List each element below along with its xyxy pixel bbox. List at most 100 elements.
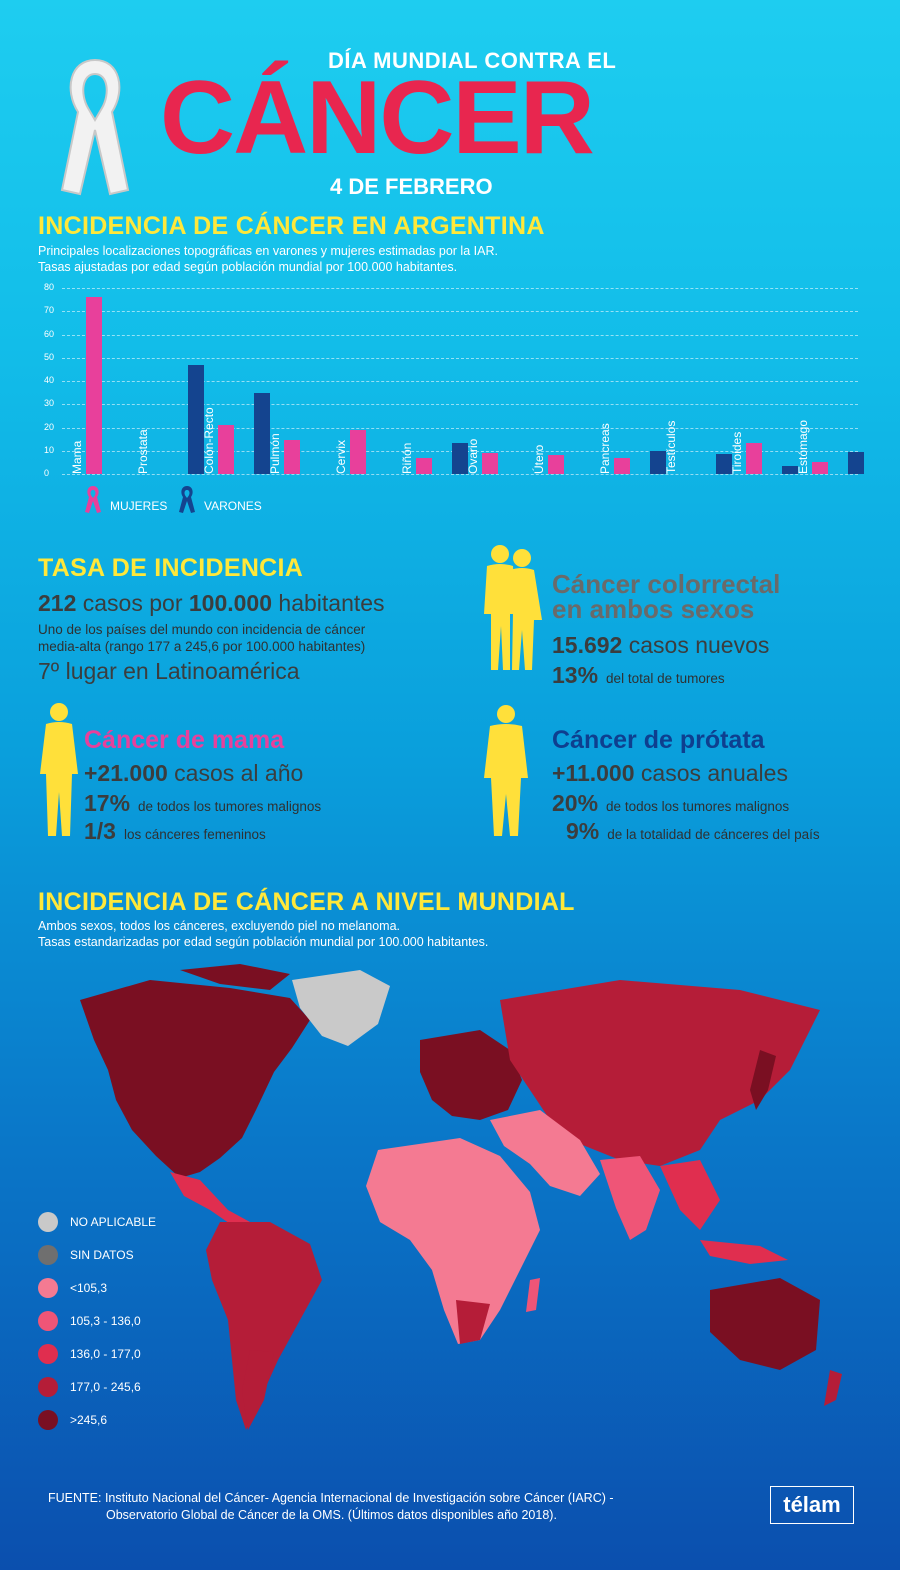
- prostata-num-text: casos anuales: [640, 760, 788, 786]
- colorrectal-num-text: casos nuevos: [628, 632, 770, 658]
- map-legend-item: 105,3 - 136,0: [38, 1311, 156, 1331]
- category-label: Colón-Recto: [202, 407, 216, 474]
- man-silhouette-icon: [484, 705, 528, 836]
- map-europe: [420, 1030, 522, 1120]
- bar-men: [254, 392, 270, 474]
- awareness-ribbon-icon: [60, 58, 130, 196]
- pink-ribbon-icon: [85, 486, 101, 513]
- bar-women: [746, 442, 762, 474]
- map-legend-item: NO APLICABLE: [38, 1212, 156, 1232]
- map-legend-label: 136,0 - 177,0: [70, 1347, 141, 1361]
- bar-women: [548, 455, 564, 474]
- map-central-america: [170, 1172, 250, 1228]
- chart-gridline: [62, 311, 858, 313]
- y-tick-label: 20: [44, 421, 55, 432]
- legend-women: MUJERES: [84, 484, 167, 514]
- mama-title: Cáncer de mama: [84, 726, 285, 754]
- bar-men: [782, 465, 798, 474]
- bar-women: [482, 453, 498, 474]
- tasa-cases-num: 212: [38, 590, 77, 616]
- bar-women: [614, 457, 630, 474]
- mundial-subtitle-2: Tasas estandarizadas por edad según pobl…: [38, 935, 489, 949]
- tasa-title: TASA DE INCIDENCIA: [38, 554, 304, 582]
- tasa-rank: 7º lugar en Latinoamérica: [38, 658, 300, 684]
- prostata-cases: +11.000 casos anuales: [552, 760, 788, 787]
- colorrectal-pct-text: del total de tumores: [606, 671, 725, 686]
- y-tick-label: 10: [44, 444, 55, 455]
- map-south-africa: [456, 1300, 490, 1344]
- map-legend-label: 177,0 - 245,6: [70, 1380, 141, 1394]
- map-legend-label: SIN DATOS: [70, 1248, 134, 1262]
- chart-gridline: [62, 474, 858, 475]
- bar-women: [86, 297, 102, 474]
- mundial-subtitle-1: Ambos sexos, todos los cánceres, excluye…: [38, 919, 400, 933]
- map-legend: NO APLICABLE SIN DATOS <105,3 105,3 - 136,0…: [38, 1212, 156, 1430]
- map-legend-item: 136,0 - 177,0: [38, 1344, 156, 1364]
- map-australia: [710, 1278, 820, 1370]
- map-legend-swatch: [38, 1212, 58, 1232]
- chart-gridline: [62, 357, 858, 359]
- blue-ribbon-icon: [179, 486, 195, 513]
- tasa-desc-1: Uno de los países del mundo con incidenc…: [38, 622, 366, 637]
- prostata-pct2-text: de la totalidad de cánceres del país: [607, 827, 820, 842]
- colorrectal-pct: 13%: [552, 662, 599, 688]
- prostata-pct: 20%: [552, 790, 599, 816]
- prostata-pct-row: 20% de todos los tumores malignos: [552, 790, 789, 817]
- footer-source-1: FUENTE: Instituto Nacional del Cáncer- A…: [48, 1491, 614, 1505]
- chart-gridline: [62, 288, 858, 289]
- map-asia: [500, 980, 820, 1166]
- map-india: [600, 1156, 660, 1240]
- map-legend-swatch: [38, 1410, 58, 1430]
- bar-men: [452, 442, 468, 474]
- y-tick-label: 50: [44, 351, 55, 362]
- prostata-pct-text: de todos los tumores malignos: [606, 799, 790, 814]
- map-legend-item: 177,0 - 245,6: [38, 1377, 156, 1397]
- chart-gridline: [62, 381, 858, 382]
- argentina-title: INCIDENCIA DE CÁNCER EN ARGENTINA: [38, 212, 545, 240]
- prostata-pct2-row: 9% de la totalidad de cánceres del país: [566, 818, 820, 845]
- map-north-america: [80, 980, 310, 1178]
- tasa-cases: 212 casos por 100.000 habitantes: [38, 590, 385, 617]
- couple-silhouette-icon: [484, 545, 542, 670]
- bar-men: [716, 454, 732, 474]
- bar-men: [650, 450, 666, 474]
- chart-gridline: [62, 334, 858, 336]
- map-middle-east: [490, 1110, 600, 1196]
- mama-pct: 17%: [84, 790, 131, 816]
- map-legend-item: <105,3: [38, 1278, 156, 1298]
- bar-women: [350, 429, 366, 474]
- map-south-america: [206, 1222, 322, 1430]
- argentina-subtitle-1: Principales localizaciones topográficas …: [38, 244, 498, 258]
- map-canada-islands: [180, 964, 290, 990]
- map-africa: [366, 1138, 540, 1344]
- mama-frac-row: 1/3 los cánceres femeninos: [84, 818, 266, 845]
- bar-women: [284, 440, 300, 474]
- mama-frac-text: los cánceres femeninos: [123, 827, 266, 842]
- colorrectal-title-1: Cáncer colorrectal: [552, 569, 781, 599]
- mundial-title: INCIDENCIA DE CÁNCER A NIVEL MUNDIAL: [38, 888, 575, 916]
- category-label: Tiroides: [730, 431, 744, 474]
- incidence-bar-chart: 0 10 20 30 40 50 60 70 80 Mama Prostata Colón-Recto…: [0, 0, 900, 520]
- map-legend-item: >245,6: [38, 1410, 156, 1430]
- chart-gridline: [62, 427, 858, 429]
- category-label: Mama: [70, 440, 84, 474]
- category-label: Cervix: [334, 439, 348, 474]
- tasa-desc-2: media-alta (rango 177 a 245,6 por 100.00…: [38, 639, 366, 654]
- header-date: 4 DE FEBRERO: [330, 174, 493, 199]
- mama-frac: 1/3: [84, 818, 116, 844]
- map-legend-swatch: [38, 1311, 58, 1331]
- mama-num: +21.000: [84, 760, 168, 786]
- argentina-subtitle-2: Tasas ajustadas por edad según población…: [38, 260, 458, 274]
- y-tick-label: 70: [44, 305, 55, 316]
- header-title: CÁNCER: [160, 60, 595, 176]
- map-new-zealand: [824, 1370, 842, 1406]
- category-label: Estómago: [796, 419, 810, 474]
- bar-women: [812, 462, 828, 474]
- colorrectal-cases: 15.692 casos nuevos: [552, 632, 769, 659]
- map-legend-swatch: [38, 1245, 58, 1265]
- mama-pct-text: de todos los tumores malignos: [138, 799, 322, 814]
- category-label: Prostata: [136, 429, 150, 474]
- map-madagascar: [526, 1278, 540, 1312]
- map-japan: [750, 1050, 776, 1110]
- colorrectal-num: 15.692: [552, 632, 623, 658]
